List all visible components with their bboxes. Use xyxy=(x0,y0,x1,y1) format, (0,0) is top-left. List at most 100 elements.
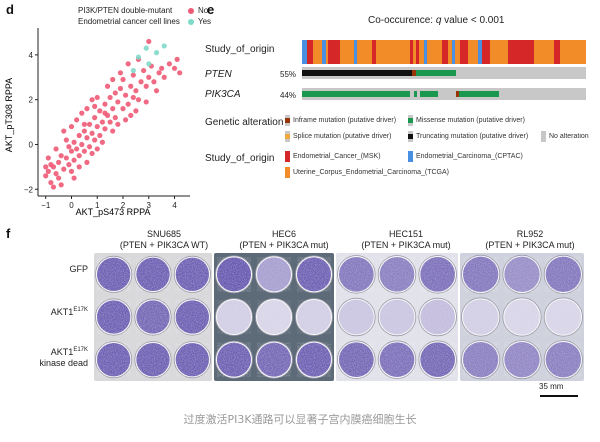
scatter-point-no xyxy=(58,182,64,188)
x-tick-label: 3 xyxy=(147,201,152,210)
well-texture xyxy=(257,342,291,377)
scatter-point-no xyxy=(68,148,75,154)
scatter-point-no xyxy=(56,175,62,181)
scatter-point-no xyxy=(71,139,77,145)
scatter-point-yes xyxy=(146,61,152,67)
scatter-point-no xyxy=(86,121,93,127)
row-label-sup: E17K xyxy=(73,347,88,353)
legend-title-2: Endometrial cancer cell lines xyxy=(78,17,180,26)
well-texture xyxy=(97,300,131,334)
row-label-kinase-dead: kinase dead xyxy=(39,358,88,368)
y-tick-label: −2 xyxy=(24,185,34,194)
well-texture xyxy=(217,300,251,334)
well-texture xyxy=(545,299,581,335)
scatter-point-no xyxy=(43,164,49,170)
y-axis-label: AKT_pT308 RPPA xyxy=(4,78,14,152)
scatter-point-no xyxy=(115,99,121,105)
scatter-point-no xyxy=(56,159,62,165)
scatter-point-no xyxy=(130,72,136,78)
scatter-point-no xyxy=(89,97,95,103)
well-texture xyxy=(175,300,209,334)
y-tick-label: 0 xyxy=(29,140,34,149)
cell-line-rl952: RL952 (PTEN + PIK3CA mut) xyxy=(460,229,600,251)
scatter-point-no xyxy=(92,115,98,121)
genetic-alteration-label: Genetic alteration xyxy=(205,117,284,128)
scatter-point-no xyxy=(146,38,152,45)
scatter-point-no xyxy=(177,70,183,76)
scatter-point-no xyxy=(104,83,111,89)
pik3ca-missense xyxy=(302,91,410,97)
scatter-point-no xyxy=(92,137,98,143)
scatter-point-no xyxy=(81,121,87,127)
scatter-point-no xyxy=(53,171,59,177)
legend-no-dot xyxy=(188,8,194,14)
scatter-point-no xyxy=(58,153,64,159)
scatter-point-no xyxy=(99,119,106,125)
well-texture xyxy=(463,256,499,293)
scatter-point-no xyxy=(110,106,116,112)
pik3ca-missense xyxy=(420,91,438,97)
scatter-point-no xyxy=(81,148,87,154)
pten-track xyxy=(302,67,586,79)
pik3ca-percent: 44% xyxy=(280,91,297,100)
well-texture xyxy=(217,257,251,292)
legend-inframe-swatch xyxy=(285,115,290,126)
study-seg-msk xyxy=(307,40,313,64)
well-texture xyxy=(217,342,251,377)
study-seg-msk xyxy=(460,40,468,64)
scatter-point-no xyxy=(45,168,51,174)
cooccurrence-title: Co-occurence: q value < 0.001 xyxy=(368,15,504,26)
scatter-point-no xyxy=(89,130,95,136)
scatter-point-no xyxy=(128,83,134,89)
scatter-point-no xyxy=(161,74,167,80)
scatter-point-no xyxy=(107,94,113,101)
scatter-point-no xyxy=(133,108,139,114)
legend-truncating: Truncating mutation (putative driver) xyxy=(416,133,529,140)
scatter-point-no xyxy=(110,128,116,134)
well-texture xyxy=(97,343,131,377)
x-axis-label: AKT_pS473 RPPA xyxy=(76,207,151,217)
scatter-point-no xyxy=(122,117,129,123)
well-texture xyxy=(379,299,415,335)
legend-missense: Missense mutation (putative driver) xyxy=(416,117,525,124)
scatter-points xyxy=(43,38,183,190)
x-tick-label: 4 xyxy=(172,201,177,210)
scatter-point-yes xyxy=(161,43,167,49)
scatter-point-no xyxy=(76,153,82,159)
study-seg-cptac xyxy=(354,40,357,64)
scatter-point-no xyxy=(125,101,131,107)
pik3ca-track xyxy=(302,88,586,100)
pik3ca-missense xyxy=(459,91,499,97)
well-texture xyxy=(504,256,540,293)
study-seg-msk xyxy=(416,40,419,64)
well-texture xyxy=(504,299,540,335)
cell-line-name: RL952 xyxy=(516,229,544,239)
study-seg-msk xyxy=(328,40,340,64)
scatter-point-no xyxy=(112,115,118,121)
well-texture xyxy=(297,342,331,377)
well-texture xyxy=(257,257,291,292)
scatter-point-no xyxy=(117,70,124,76)
scatter-point-no xyxy=(68,168,75,174)
study-seg-msk xyxy=(554,40,560,64)
title-q: q xyxy=(435,15,442,26)
row-label-akt1: AKT1 xyxy=(50,307,74,317)
scatter-point-no xyxy=(94,146,100,152)
scatter-point-no xyxy=(68,123,75,130)
scatter-point-no xyxy=(66,144,72,150)
study-seg-msk xyxy=(372,40,376,64)
scatter-point-no xyxy=(63,137,69,143)
well-texture xyxy=(420,299,455,335)
scatter-point-no xyxy=(117,85,124,92)
scatter-point-yes xyxy=(135,54,142,60)
scatter-point-no xyxy=(120,76,126,83)
scatter-point-no xyxy=(94,94,100,101)
x-tick-label: 2 xyxy=(121,201,126,210)
scatter-point-no xyxy=(102,126,108,132)
x-tick-label: 1 xyxy=(95,201,100,210)
well-texture xyxy=(545,256,581,293)
y-tick-label: 4 xyxy=(29,51,34,60)
panel-label-d: d xyxy=(6,2,14,17)
pten-inframe xyxy=(412,70,416,76)
row-label-pik3ca: PIK3CA xyxy=(205,89,241,100)
